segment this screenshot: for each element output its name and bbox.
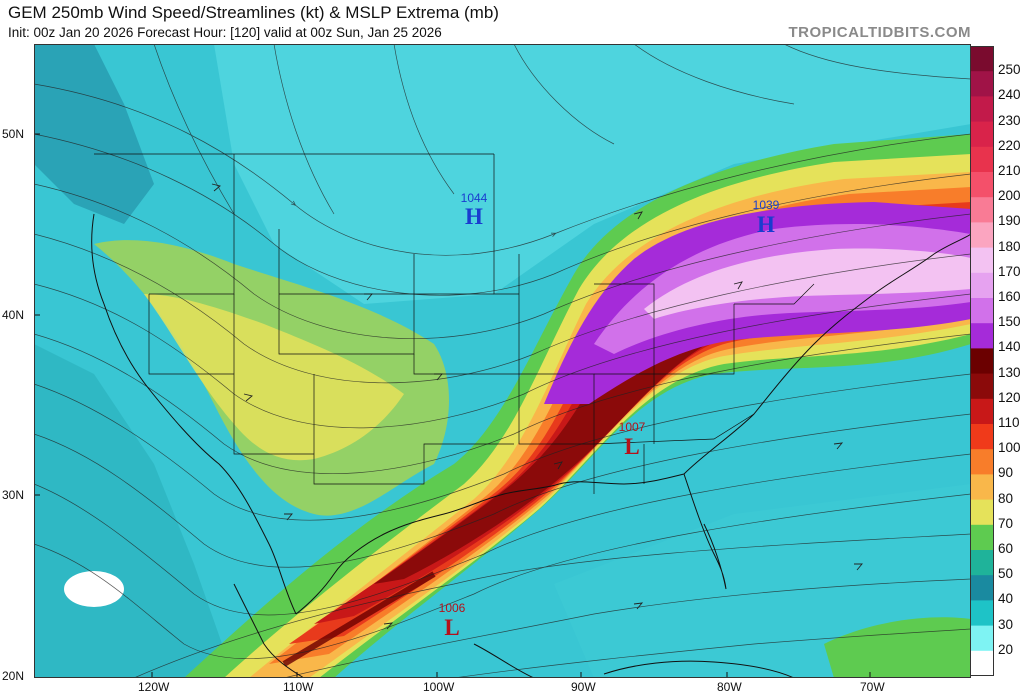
colorbar-swatch xyxy=(970,499,994,526)
colorbar-swatch xyxy=(970,146,994,173)
colorbar-label: 170 xyxy=(998,263,1021,279)
colorbar-label: 80 xyxy=(998,490,1014,506)
state-borders xyxy=(94,153,815,494)
colorbar-label: 180 xyxy=(998,238,1021,254)
colorbar-label: 160 xyxy=(998,289,1021,304)
colorbar-label: 200 xyxy=(998,188,1021,204)
pressure-letter: L xyxy=(444,615,459,640)
colorbar-swatch xyxy=(970,600,994,627)
colorbar-label: 150 xyxy=(998,314,1021,330)
colorbar-swatch xyxy=(970,247,994,274)
chart-subtitle: Init: 00z Jan 20 2026 Forecast Hour: [12… xyxy=(8,25,442,40)
colorbar-swatch xyxy=(970,625,994,652)
pressure-value: 1044 xyxy=(461,191,488,205)
pressure-value: 1006 xyxy=(439,601,466,615)
colorbar-label: 60 xyxy=(998,541,1014,556)
lat-label-20n: 20N xyxy=(2,669,25,683)
colorbar-swatch xyxy=(970,172,994,198)
colorbar-swatch xyxy=(970,323,994,349)
coastlines xyxy=(91,213,971,678)
colorbar-label: 240 xyxy=(998,87,1021,103)
colorbar-swatch xyxy=(970,424,994,450)
lon-label-80w: 80W xyxy=(717,680,742,694)
colorbar-label: 30 xyxy=(998,616,1014,632)
lon-label-100w: 100W xyxy=(423,680,455,694)
lat-label-40n: 40N xyxy=(2,308,25,322)
pressure-letter: H xyxy=(465,204,483,229)
colorbar-swatch xyxy=(970,474,994,501)
colorbar-swatch xyxy=(970,449,994,475)
pressure-high-1: 1044 H xyxy=(461,191,488,229)
pressure-high-2: 1039 H xyxy=(753,198,780,237)
colorbar-label: 250 xyxy=(998,62,1021,78)
wind-map: 1044 H 1039 H 1007 L 1006 L xyxy=(34,44,971,678)
lat-label-50n: 50N xyxy=(2,127,25,141)
colorbar-swatch xyxy=(970,373,994,400)
colorbar-swatch xyxy=(970,197,994,223)
pressure-value: 1007 xyxy=(619,420,646,434)
colorbar-label: 40 xyxy=(998,591,1014,607)
lon-label-110w: 110W xyxy=(283,680,314,694)
colorbar-swatch xyxy=(970,650,994,676)
colorbar-swatch xyxy=(970,222,994,249)
pressure-low-1: 1007 L xyxy=(619,420,646,459)
colorbar-swatch xyxy=(970,96,994,123)
pressure-letter: H xyxy=(757,212,775,237)
lat-label-30n: 30N xyxy=(2,488,25,502)
colorbar-swatch xyxy=(970,272,994,299)
colorbar-label: 70 xyxy=(998,515,1014,531)
colorbar-label: 140 xyxy=(998,339,1021,355)
lon-label-120w: 120W xyxy=(138,680,170,694)
colorbar-swatch xyxy=(970,575,994,601)
colorbar-swatch xyxy=(970,348,994,375)
lon-label-70w: 70W xyxy=(860,680,885,694)
colorbar-label: 130 xyxy=(998,364,1021,380)
colorbar-label: 100 xyxy=(998,440,1021,456)
lon-label-90w: 90W xyxy=(571,680,596,694)
colorbar-label: 90 xyxy=(998,465,1014,481)
colorbar-label: 50 xyxy=(998,566,1014,582)
colorbar-swatch xyxy=(970,298,994,324)
streamlines xyxy=(34,44,971,678)
colorbar-swatch xyxy=(970,71,994,97)
colorbar-label: 20 xyxy=(998,641,1014,657)
pressure-low-2: 1006 L xyxy=(439,601,466,640)
colorbar-swatch xyxy=(970,550,994,576)
colorbar-label: 210 xyxy=(998,163,1021,178)
pressure-value: 1039 xyxy=(753,198,780,212)
colorbar-label: 220 xyxy=(998,137,1021,153)
colorbar-swatch xyxy=(970,524,994,551)
wind-speed-colorbar xyxy=(970,46,994,676)
colorbar-label: 110 xyxy=(998,415,1020,430)
pressure-letter: L xyxy=(624,434,639,459)
chart-title: GEM 250mb Wind Speed/Streamlines (kt) & … xyxy=(8,3,499,22)
colorbar-swatch xyxy=(970,121,994,148)
wind-speed-shading xyxy=(34,44,971,678)
colorbar-swatch xyxy=(970,46,994,72)
site-brand[interactable]: TROPICALTIDBITS.COM xyxy=(788,24,971,41)
colorbar-swatch xyxy=(970,398,994,425)
colorbar-label: 190 xyxy=(998,213,1021,229)
colorbar-label: 120 xyxy=(998,389,1021,405)
colorbar-label: 230 xyxy=(998,112,1021,128)
